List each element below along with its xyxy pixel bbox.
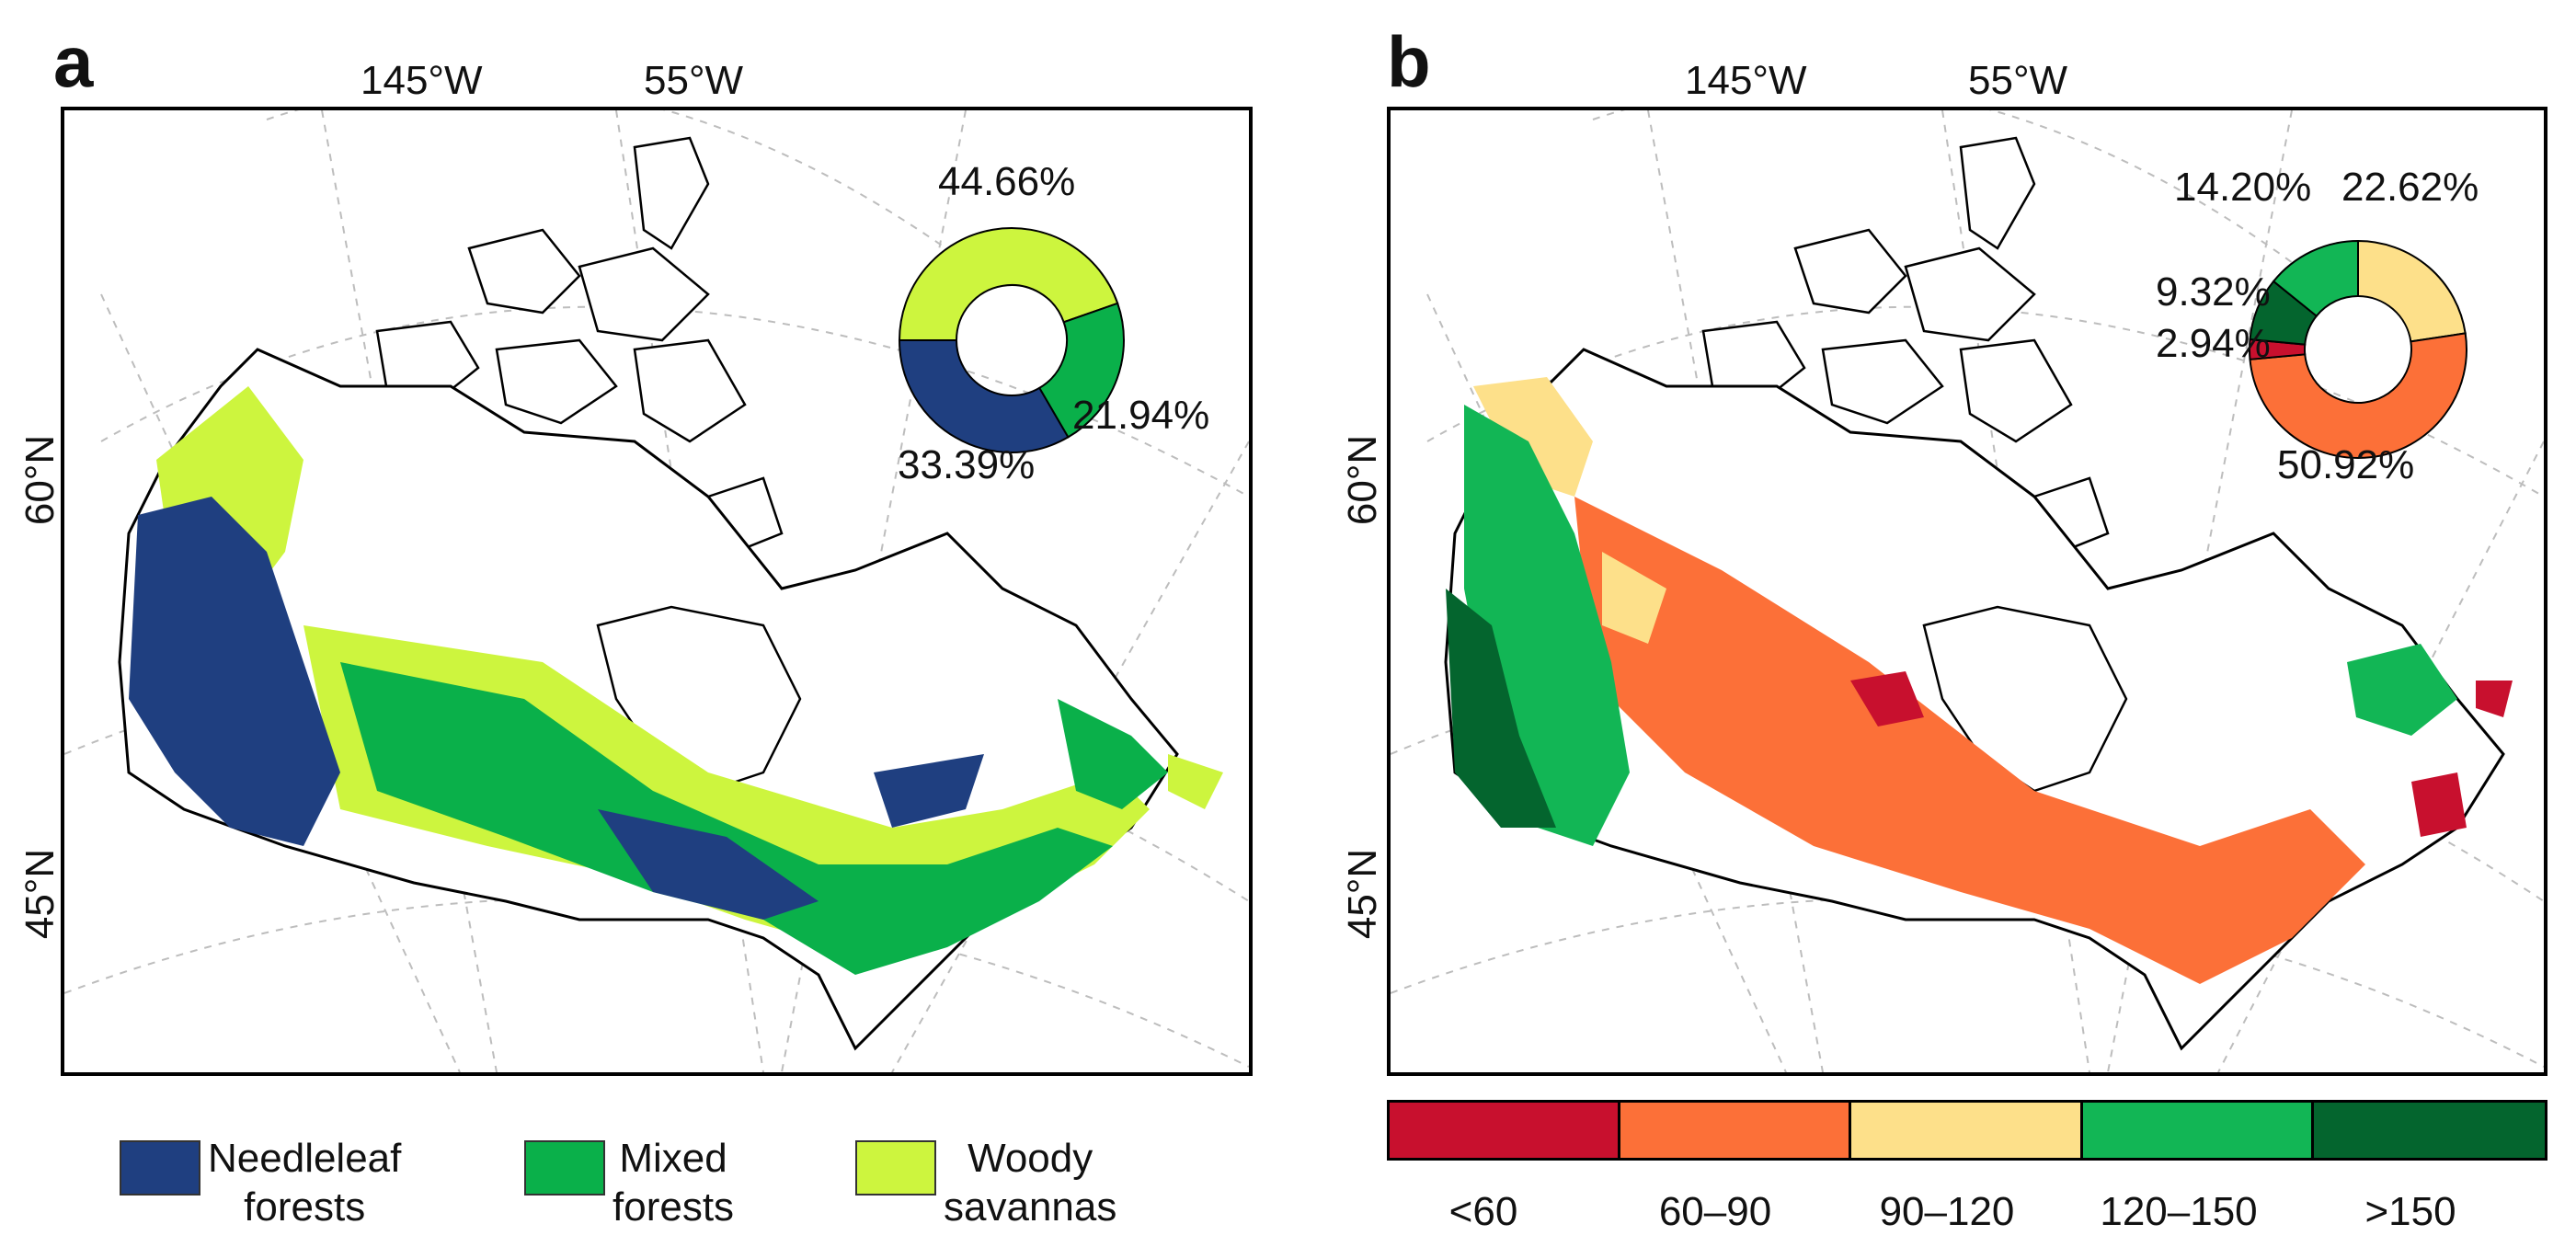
legend-mixed: Mixed forests: [524, 1135, 734, 1232]
donut-a-slice-woody: [898, 227, 1119, 341]
colorbar-seg-120-150: [2082, 1103, 2314, 1158]
colorbar-label-60-90: 60–90: [1658, 1189, 1772, 1234]
colorbar: [1387, 1100, 2547, 1161]
map-frame-a: [61, 107, 1253, 1076]
legend-label-mixed: Mixed forests: [613, 1136, 735, 1230]
donut-b-slice-120-150: [2272, 239, 2359, 317]
legend-label-woody: Woody savannas: [944, 1136, 1117, 1230]
donut-b-pct-gt150: 9.32%: [2156, 269, 2271, 315]
colorbar-label-120-150: 120–150: [2100, 1189, 2258, 1234]
map-b: [1391, 110, 2544, 1072]
lat-label-45n-b: 45°N: [1340, 848, 1385, 940]
donut-b-slice-60-90: [2249, 332, 2467, 459]
donut-a-pct-mixed: 21.94%: [1072, 393, 1210, 438]
lon-label-55w-b: 55°W: [1968, 58, 2068, 103]
map-a: [64, 110, 1249, 1072]
value-cover-b: [1446, 377, 2513, 984]
colorbar-seg-lt60: [1390, 1103, 1621, 1158]
legend-swatch-woody: [855, 1140, 936, 1196]
donut-a-slice-needleleaf: [898, 339, 1070, 453]
legend-swatch-mixed: [524, 1140, 605, 1196]
colorbar-label-gt150: >150: [2364, 1189, 2456, 1234]
arctic-islands-b: [1701, 136, 2110, 554]
donut-b-slice-90-120: [2357, 239, 2467, 343]
donut-b-pct-60-90: 50.92%: [2277, 442, 2415, 487]
lon-label-145w-b: 145°W: [1685, 58, 1807, 103]
panel-b-letter: b: [1387, 21, 1431, 102]
donut-a-slice-mixed: [1037, 302, 1125, 439]
colorbar-label-lt60: <60: [1448, 1189, 1518, 1234]
colorbar-label-90-120: 90–120: [1879, 1189, 2015, 1234]
donut-b-pct-90-120: 22.62%: [2341, 165, 2479, 210]
colorbar-seg-90-120: [1851, 1103, 2083, 1158]
lat-label-60n: 60°N: [17, 434, 63, 526]
legend-woody: Woody savannas: [855, 1135, 1116, 1232]
lon-label-145w: 145°W: [361, 58, 483, 103]
map-frame-b: [1387, 107, 2547, 1076]
donut-a-pct-needleleaf: 33.39%: [898, 442, 1036, 487]
donut-chart-a: [898, 227, 1125, 453]
donut-chart-b: [2249, 239, 2467, 459]
landcover-a: [129, 386, 1223, 975]
legend-needleleaf: Needleleaf forests: [120, 1135, 401, 1232]
colorbar-seg-60-90: [1620, 1103, 1852, 1158]
lat-label-45n: 45°N: [17, 848, 63, 940]
donut-b-pct-lt60: 2.94%: [2156, 321, 2271, 366]
donut-a-pct-woody: 44.66%: [938, 159, 1076, 204]
colorbar-seg-gt150: [2313, 1103, 2545, 1158]
lon-label-55w: 55°W: [644, 58, 744, 103]
panel-a-letter: a: [53, 21, 94, 102]
donut-b-pct-120-150: 14.20%: [2174, 165, 2312, 210]
lat-label-60n-b: 60°N: [1340, 434, 1385, 526]
legend-swatch-needleleaf: [120, 1140, 200, 1196]
legend-label-needleleaf: Needleleaf forests: [208, 1136, 402, 1230]
